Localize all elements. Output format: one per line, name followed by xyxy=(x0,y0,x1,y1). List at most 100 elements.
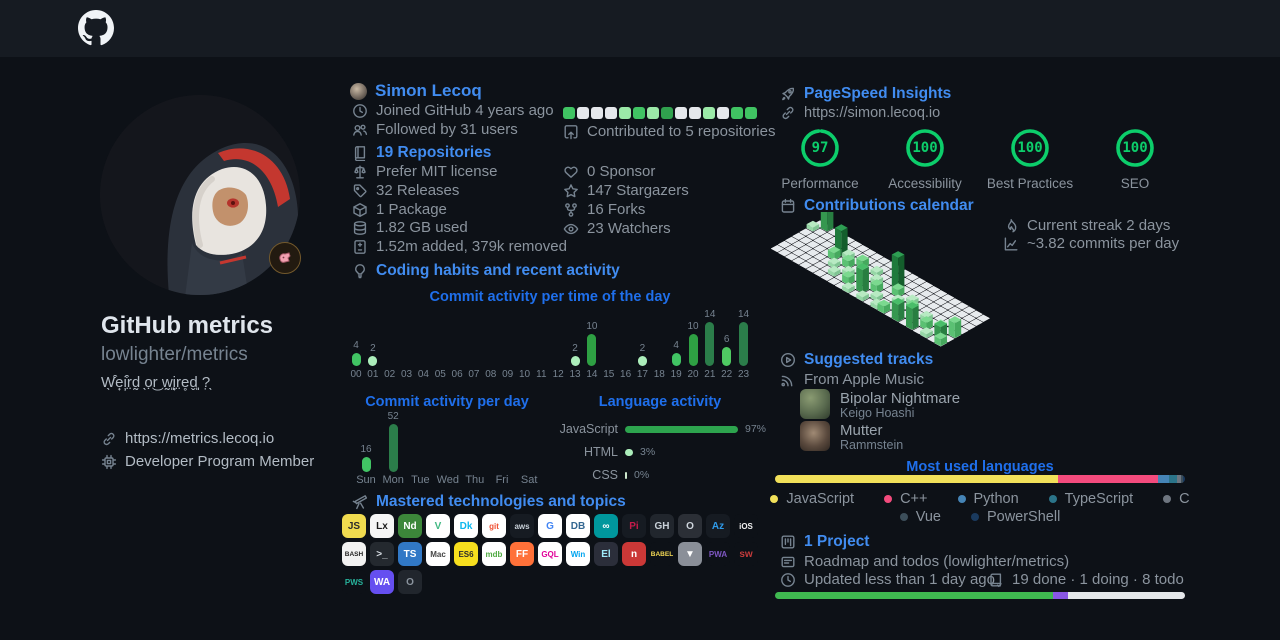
calendar-cube-top xyxy=(891,283,905,291)
achievement-badge[interactable] xyxy=(269,242,301,274)
calendar-cube-face xyxy=(834,261,841,269)
calendar-tile xyxy=(962,314,976,322)
repositories-heading[interactable]: 19 Repositories xyxy=(376,144,492,161)
project-updated: Updated less than 1 day ago xyxy=(804,571,995,588)
axis-tick-15: 15 xyxy=(603,369,615,380)
language-bar xyxy=(625,425,738,433)
calendar-cube-face xyxy=(870,293,877,302)
profile-tagline: W̖͒e̟i̦͒r̤d̰ ̖ọr͜ w̰͈i̟r̤e̥d̬͈ ?̣̖ xyxy=(101,374,211,391)
calendar-tile xyxy=(933,306,948,314)
user-mini-avatar xyxy=(350,82,367,100)
calendar-cube-top xyxy=(948,316,962,324)
tech-icon-babel: BABEL xyxy=(650,542,674,566)
contribution-square-9 xyxy=(689,107,701,119)
graph-icon xyxy=(1003,236,1019,252)
track-title[interactable]: Bipolar Nightmare xyxy=(840,390,961,407)
legend-dot xyxy=(1048,495,1057,503)
user-name-link[interactable]: Simon Lecoq xyxy=(375,81,482,100)
gauge-value: 97 xyxy=(811,140,829,156)
contribution-square-8 xyxy=(675,107,687,119)
calendar-tile xyxy=(912,277,927,286)
calendar-cube-face xyxy=(954,319,962,339)
calendar-tile xyxy=(791,249,806,257)
language-activity-row: JavaScript 97% xyxy=(540,422,766,436)
tech-icon-es6: ES6 xyxy=(454,542,478,566)
diff-icon xyxy=(352,239,368,255)
album-art[interactable] xyxy=(800,421,830,451)
legend-label: PowerShell xyxy=(986,509,1061,525)
calendar-cube-face xyxy=(842,285,849,293)
stargazers-label: 147 Stargazers xyxy=(587,182,689,199)
tech-icon-linux: Lx xyxy=(370,514,394,538)
calendar-cube-face xyxy=(827,261,835,269)
calendar-cube-face xyxy=(877,303,884,314)
calendar-tile xyxy=(933,298,948,306)
project-heading[interactable]: 1 Project xyxy=(804,533,870,550)
language-pct: 97% xyxy=(745,423,767,435)
tech-icon-row: PWS WA O xyxy=(342,570,422,594)
calendar-cube-top xyxy=(870,274,884,281)
bar-23 xyxy=(739,322,749,366)
legend-dot xyxy=(970,513,979,521)
axis-tick-16: 16 xyxy=(620,369,632,380)
hourly-chart-title: Commit activity per time of the day xyxy=(429,289,671,305)
tech-icon-opera: O xyxy=(678,514,702,538)
calendar-heading[interactable]: Contributions calendar xyxy=(804,197,974,214)
calendar-cube-face xyxy=(827,269,835,277)
axis-tick-05: 05 xyxy=(434,369,446,380)
pagespeed-gauge-accessibility: 100 Accessibility xyxy=(870,126,980,191)
calendar-cube-face xyxy=(926,330,933,339)
tech-icon-graphql: GQL xyxy=(538,542,562,566)
membership-row: Developer Program Member xyxy=(101,453,314,470)
tech-icon-dark-logo: O xyxy=(398,570,422,594)
technologies-heading[interactable]: Mastered technologies and topics xyxy=(376,493,626,510)
legend-dot xyxy=(957,495,966,503)
calendar-tile xyxy=(798,261,813,269)
repo-icon xyxy=(352,145,368,161)
calendar-cube-face xyxy=(876,269,884,277)
tech-icon-row: JS Lx Nd V Dk git aws G DB ∞ Pi GH O Az iOS xyxy=(342,514,758,538)
bar-13 xyxy=(570,356,580,366)
calendar-tile xyxy=(940,310,955,318)
calendar-tile xyxy=(848,240,863,249)
calendar-cube-top xyxy=(835,224,848,232)
calendar-tile xyxy=(962,322,976,331)
pagespeed-url[interactable]: https://simon.lecoq.io xyxy=(804,105,941,121)
calendar-tile xyxy=(919,281,934,290)
calendar-cube-top xyxy=(856,263,869,270)
github-logo-icon[interactable] xyxy=(78,10,114,46)
calendar-cube-face xyxy=(891,286,899,298)
tech-icon-windows: Win xyxy=(566,542,590,566)
bar-value: 4 xyxy=(673,340,679,351)
legend-label: Vue xyxy=(915,509,941,525)
contribution-square-10 xyxy=(703,107,715,119)
contribution-squares xyxy=(563,107,757,119)
pagespeed-heading[interactable]: PageSpeed Insights xyxy=(804,85,952,102)
habits-heading[interactable]: Coding habits and recent activity xyxy=(376,262,620,279)
axis-tick-Sat: Sat xyxy=(520,474,538,486)
legend-label: TypeScript xyxy=(1064,491,1134,507)
axolotl-badge-icon xyxy=(279,252,291,263)
progress-segment-doing xyxy=(1053,592,1068,599)
calendar-tile xyxy=(919,290,934,298)
database-icon xyxy=(352,220,368,236)
rocket-icon xyxy=(780,86,796,102)
calendar-tile xyxy=(955,310,969,318)
contribution-square-4 xyxy=(619,107,631,119)
website-link[interactable]: https://metrics.lecoq.io xyxy=(125,430,275,447)
calendar-tile xyxy=(969,310,984,318)
bar-20 xyxy=(688,334,698,366)
user-header: Simon Lecoq xyxy=(350,81,482,101)
music-heading[interactable]: Suggested tracks xyxy=(804,351,934,368)
album-art[interactable] xyxy=(800,389,830,419)
calendar-cube-face xyxy=(870,302,877,310)
calendar-cube-face xyxy=(812,224,820,232)
law-icon xyxy=(352,164,368,180)
track-title[interactable]: Mutter xyxy=(840,422,883,439)
calendar-cube-face xyxy=(870,269,877,277)
calendar-cube-top xyxy=(906,302,919,309)
daily-commit-chart: Sun 16 Mon 52 Tue Wed Thu Fri Sat xyxy=(352,411,542,486)
progress-segment-done xyxy=(775,592,1054,599)
contribution-square-2 xyxy=(591,107,603,119)
gauge-ring xyxy=(801,129,839,167)
